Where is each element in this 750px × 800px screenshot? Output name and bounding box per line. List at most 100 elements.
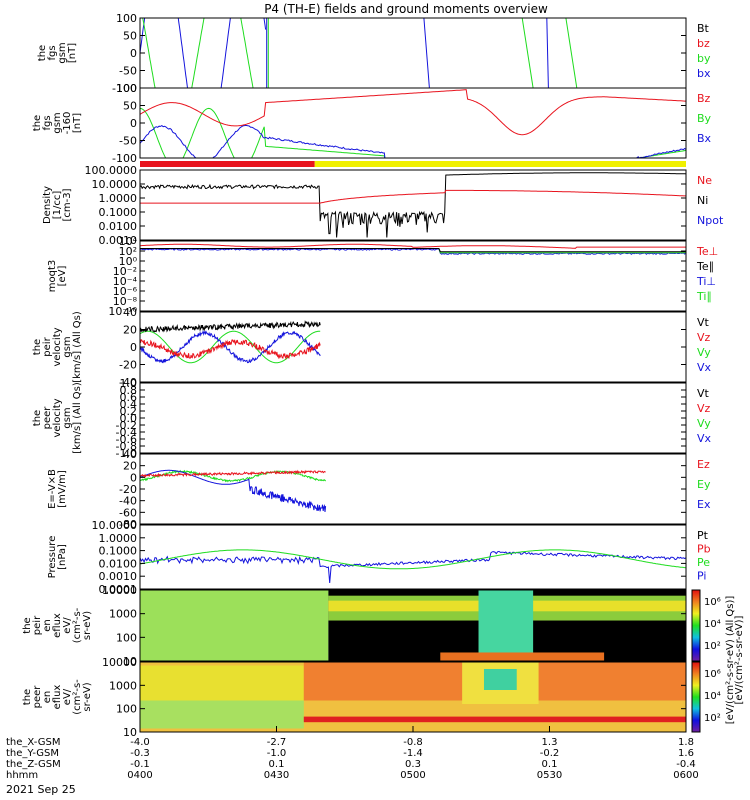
xrow-value-0-0: -4.0 xyxy=(130,737,150,748)
ylabel-p6-4: [km/s] (All Qs) xyxy=(72,382,83,454)
legend-p4-2: Ti⊥ xyxy=(696,275,716,288)
colorbar-label-2: [eV/(cm²-s-sr-eV) (All Qs)] xyxy=(725,596,736,725)
x-axis: the_X-GSM -4.0 -2.7 -0.8 1.3 1.8 the_Y-GSM -0.3… xyxy=(6,726,699,781)
legend-p8-1: Pb xyxy=(697,543,711,556)
ytick-label-p8-4: 0.0010 xyxy=(99,570,138,583)
ytick-label-p9-0: 10000 xyxy=(102,584,137,597)
chart-title: P4 (TH-E) fields and ground moments over… xyxy=(264,2,548,16)
ytick-label-p9-2: 100 xyxy=(116,631,137,644)
ylabel-p9-6: sr-eV) xyxy=(82,611,93,640)
plot-area-p9 xyxy=(140,590,686,661)
ylabel-p7-1: [mV/m] xyxy=(57,470,68,508)
spectrogram-low xyxy=(440,652,605,661)
ytick-label-p2-4: -100 xyxy=(112,152,137,165)
ne-line xyxy=(140,189,686,204)
plot-area-p5 xyxy=(140,320,321,364)
ytick-label-p2-1: 50 xyxy=(123,100,137,113)
colorbar-tick-1-1: 10⁴ xyxy=(704,691,721,702)
bz-line xyxy=(140,89,686,136)
xrow-value-1-0: -0.3 xyxy=(130,748,150,759)
colorbar-0: 10⁶ 10⁴ 10² xyxy=(691,589,721,662)
legend-p7-1: Ey xyxy=(697,478,711,491)
ylabel-p5-0: the xyxy=(32,339,43,355)
ytick-label-p6-10: -1.0 xyxy=(116,447,137,460)
ytick-label-p2-2: 0 xyxy=(130,117,137,130)
ytick-label-p7-5: -60 xyxy=(119,506,137,519)
ytick-label-p4-4: 10⁻⁴ xyxy=(113,275,138,288)
ey-line xyxy=(140,469,327,483)
ytick-label-p7-0: 40 xyxy=(123,448,137,461)
ylabel-p10-5: (cm²-s- xyxy=(72,679,83,715)
spectrogram-green xyxy=(140,700,304,729)
xrow-value-0-4: 1.8 xyxy=(678,737,694,748)
ytick-label-p6-2: 0.6 xyxy=(120,391,138,404)
ytick-label-p4-6: 10⁻⁸ xyxy=(113,295,138,308)
xrow-value-3-4: 0600 xyxy=(673,770,698,781)
spectrogram-red xyxy=(303,716,686,723)
plot-area-p3 xyxy=(140,172,686,238)
ytick-label-p2-0: 100 xyxy=(116,82,137,95)
ytick-label-p7-2: 0 xyxy=(130,471,137,484)
frame-p4 xyxy=(139,240,687,312)
ylabel-p6-3: gsm xyxy=(62,407,73,428)
ytick-label-p9-1: 1000 xyxy=(109,608,137,621)
ytick-label-p10-1: 1000 xyxy=(109,679,137,692)
ylabel-p2-1: fgs xyxy=(42,115,53,130)
by-crossing-2 xyxy=(565,18,578,88)
legend-p5-1: Vz xyxy=(697,331,711,344)
ytick-label-p10-3: 10 xyxy=(123,726,137,739)
ylabel-p10-1: peer xyxy=(32,685,43,709)
ylabel-p5-2: velocity xyxy=(52,327,63,366)
xrow-label-2: the_Z-GSM xyxy=(6,759,61,770)
ytick-label-p4-5: 10⁻⁶ xyxy=(113,285,138,298)
ytick-label-p6-3: 0.4 xyxy=(120,398,138,411)
pi-line xyxy=(140,550,686,584)
ytick-label-p10-2: 100 xyxy=(116,703,137,716)
ytick-label-p8-5: 0.0001 xyxy=(99,583,138,596)
xrow-value-3-0: 0400 xyxy=(127,770,152,781)
ylabel-p5-4: [km/s] (All Qs) xyxy=(72,311,83,383)
xrow-value-3-3: 0530 xyxy=(537,770,562,781)
pe-line xyxy=(140,549,686,570)
ylabel-p8-0: Pressure xyxy=(47,536,58,579)
ytick-label-p1-1: 50 xyxy=(123,30,137,43)
xrow-value-1-1: -1.0 xyxy=(267,748,287,759)
ytick-label-p6-9: -0.8 xyxy=(116,440,137,453)
legend-p5-2: Vy xyxy=(697,346,711,359)
colorbar-tick-0-0: 10⁶ xyxy=(704,597,721,608)
ytick-label-p3-1: 10.0000 xyxy=(92,178,138,191)
legend-p5-0: Vt xyxy=(697,316,710,329)
bx-line xyxy=(140,124,686,158)
panel-p10: 10000 1000 100 10 the peer en eflux eV/(cm²-s-sr… xyxy=(22,656,687,739)
ytick-label-p7-6: -80 xyxy=(119,518,137,531)
legend-p8-0: Pt xyxy=(697,529,709,542)
legend-p4-1: Te∥ xyxy=(696,260,714,273)
spectrogram-left xyxy=(140,590,329,661)
legend-p3-2: Npot xyxy=(697,214,724,227)
date-label: 2021 Sep 25 xyxy=(6,783,76,796)
legend-p8-3: Pi xyxy=(697,570,706,583)
plot-area-p7 xyxy=(140,469,327,513)
by-line xyxy=(142,18,254,88)
colorbar-1: 10⁶ 10⁴ 10² xyxy=(691,661,721,733)
ytick-label-p10-0: 10000 xyxy=(102,656,137,669)
ytick-label-p1-4: -100 xyxy=(112,82,137,95)
xrow-value-1-2: -1.4 xyxy=(403,748,423,759)
ex-line xyxy=(140,469,327,513)
ytick-label-p5-2: 0 xyxy=(130,341,137,354)
legend-p3-1: Ni xyxy=(697,194,708,207)
xrow-value-3-1: 0430 xyxy=(264,770,289,781)
colorbar-rect-1 xyxy=(691,661,701,733)
ylabel-p10-2: en xyxy=(42,691,53,704)
colorbar-tick-0-1: 10⁴ xyxy=(704,619,721,630)
xrow-value-2-3: 0.1 xyxy=(542,759,558,770)
xrow-value-2-1: 0.1 xyxy=(269,759,285,770)
spectrogram-core xyxy=(483,669,517,690)
ylabel-p10-6: sr-eV) xyxy=(82,682,93,711)
ytick-label-p7-1: 20 xyxy=(123,460,137,473)
